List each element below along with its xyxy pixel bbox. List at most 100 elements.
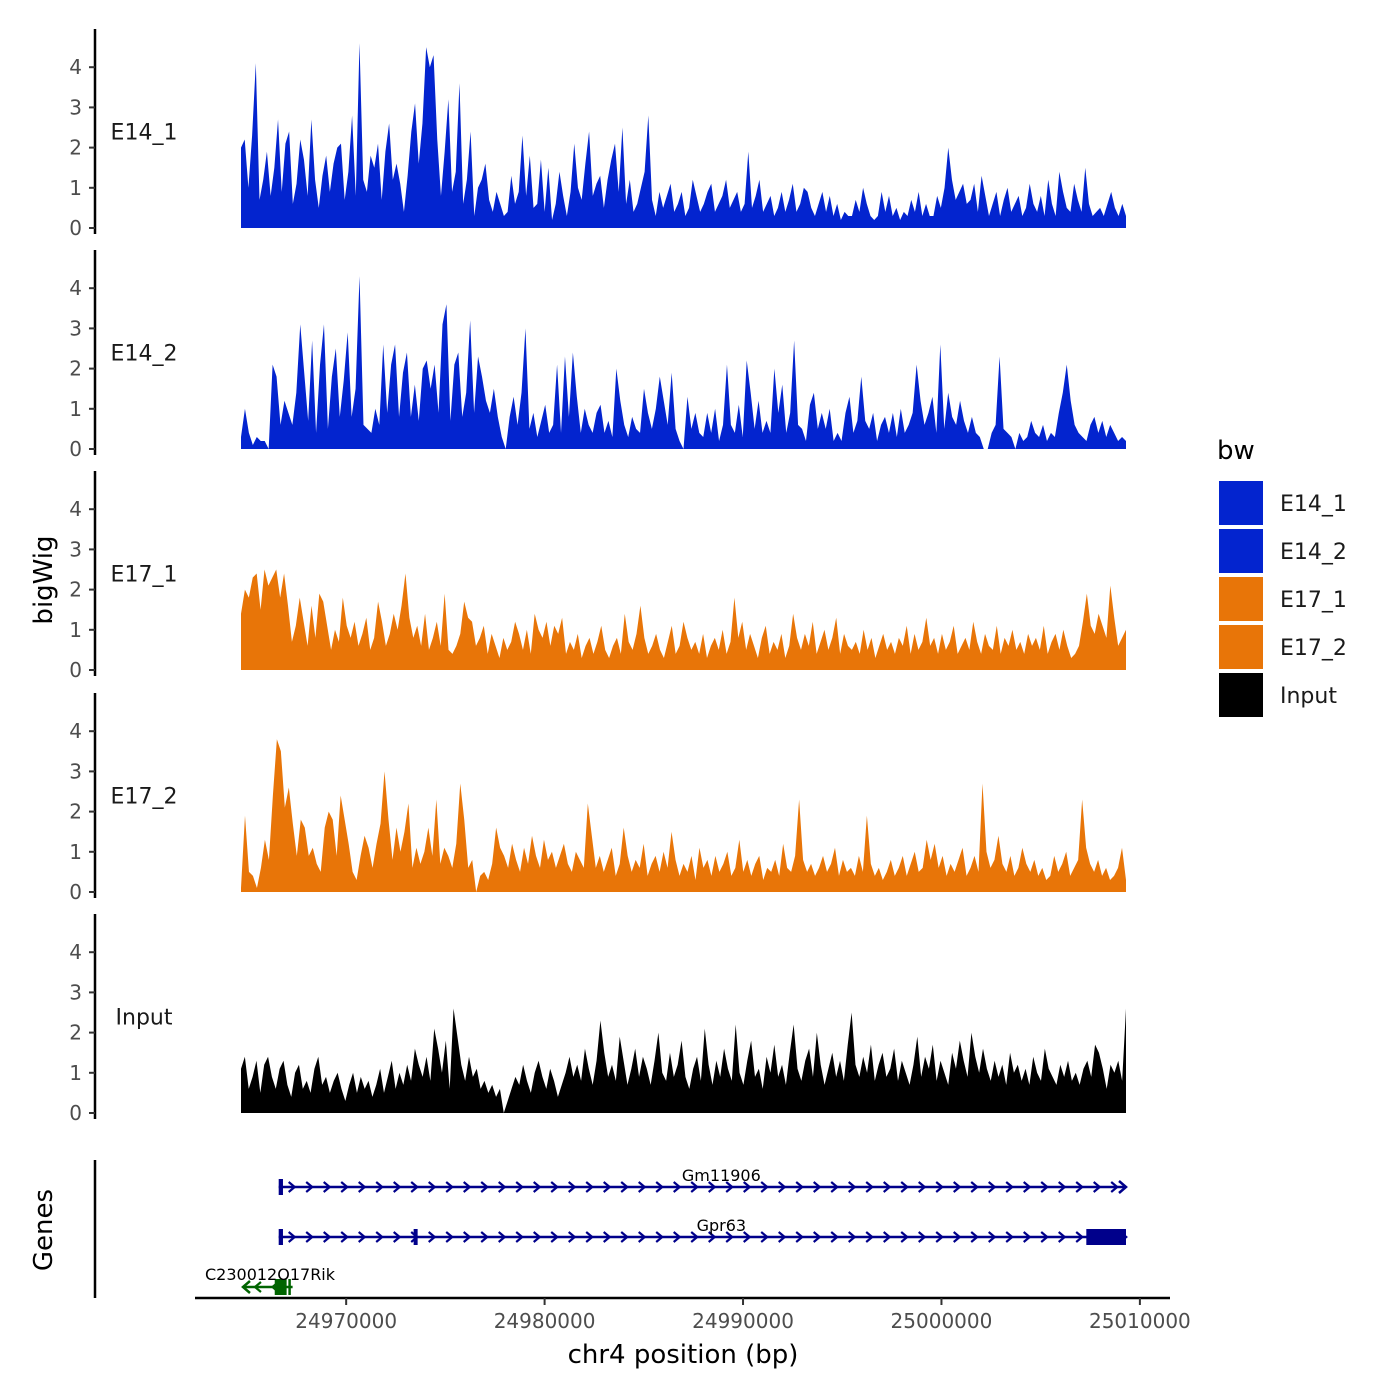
strand-arrow bbox=[935, 1181, 944, 1193]
strand-arrow bbox=[340, 1231, 349, 1243]
y-tick-label: 2 bbox=[69, 1021, 82, 1045]
strand-arrow bbox=[550, 1231, 559, 1243]
strand-arrow bbox=[690, 1231, 699, 1243]
track-label-E14_2: E14_2 bbox=[111, 342, 178, 367]
gene-exon bbox=[274, 1279, 287, 1295]
track-label-E17_1: E17_1 bbox=[111, 563, 178, 588]
gene-label: Gpr63 bbox=[697, 1216, 747, 1235]
strand-arrow bbox=[427, 1231, 437, 1243]
strand-arrow bbox=[515, 1181, 524, 1193]
x-axis-title: chr4 position (bp) bbox=[568, 1340, 799, 1370]
strand-arrow bbox=[1022, 1181, 1032, 1193]
strand-arrow bbox=[1092, 1181, 1102, 1193]
signal-area-E14_2 bbox=[241, 276, 1126, 449]
gene-end-arrow bbox=[241, 1280, 251, 1294]
strand-arrow bbox=[882, 1181, 892, 1193]
gene-end-arrow bbox=[1118, 1180, 1128, 1194]
legend-label: Input bbox=[1280, 684, 1337, 709]
x-axis: 24970000 24980000 24990000 25000000 25010000 bbox=[195, 1296, 1191, 1333]
strand-arrow bbox=[1040, 1181, 1049, 1193]
strand-arrow bbox=[1040, 1231, 1049, 1243]
strand-arrow bbox=[830, 1231, 839, 1243]
legend-item-E17_1: E17_1 bbox=[1217, 575, 1347, 623]
strand-arrow bbox=[445, 1231, 454, 1243]
y-axis-title: bigWig bbox=[29, 535, 59, 624]
genes-panel: Gm11906 Gpr63 C230012O17Rik bbox=[93, 1160, 1128, 1298]
strand-arrow bbox=[707, 1181, 717, 1193]
y-tick-label: 3 bbox=[69, 95, 82, 119]
y-tick-label: 2 bbox=[69, 578, 82, 602]
strand-arrow bbox=[392, 1181, 402, 1193]
x-tick-label: 25000000 bbox=[891, 1309, 993, 1333]
strand-arrow bbox=[742, 1181, 752, 1193]
bigwig-tracks: 0 1 2 3 4 E14_1 0 1 2 3 4 E14_2 0 1 2 3 4 E17_1 0 1 2 3 4 E17_2… bbox=[69, 29, 1126, 1125]
track-E17_2: 0 1 2 3 4 E17_2 bbox=[69, 693, 1126, 904]
signal-area-E17_2 bbox=[241, 739, 1126, 892]
strand-arrow bbox=[515, 1231, 524, 1243]
strand-arrow bbox=[637, 1181, 647, 1193]
gene-exon bbox=[1086, 1229, 1126, 1245]
strand-arrow bbox=[952, 1181, 962, 1193]
legend-item-E14_1: E14_1 bbox=[1217, 479, 1347, 527]
strand-arrow bbox=[655, 1231, 664, 1243]
strand-arrow bbox=[760, 1231, 769, 1243]
y-tick-label: 3 bbox=[69, 316, 82, 340]
gene-exon bbox=[413, 1229, 418, 1245]
strand-arrow bbox=[305, 1181, 314, 1193]
strand-arrow bbox=[585, 1231, 594, 1243]
strand-arrow bbox=[445, 1181, 454, 1193]
strand-arrow bbox=[375, 1231, 384, 1243]
strand-arrow bbox=[655, 1181, 664, 1193]
strand-arrow bbox=[1057, 1181, 1067, 1193]
strand-arrow bbox=[690, 1181, 699, 1193]
strand-arrow bbox=[935, 1231, 944, 1243]
y-tick-label: 1 bbox=[69, 618, 82, 642]
y-tick-label: 0 bbox=[69, 1101, 82, 1125]
strand-arrow bbox=[567, 1231, 577, 1243]
strand-arrow bbox=[987, 1231, 997, 1243]
x-tick-label: 25010000 bbox=[1089, 1309, 1191, 1333]
strand-arrow bbox=[287, 1231, 297, 1243]
strand-arrow bbox=[882, 1231, 892, 1243]
y-tick-label: 1 bbox=[69, 397, 82, 421]
strand-arrow bbox=[672, 1181, 682, 1193]
track-E14_1: 0 1 2 3 4 E14_1 bbox=[69, 29, 1126, 240]
legend-title: bw bbox=[1217, 436, 1255, 466]
legend-item-E17_2: E17_2 bbox=[1217, 623, 1347, 671]
strand-arrow bbox=[987, 1181, 997, 1193]
strand-arrow bbox=[777, 1181, 787, 1193]
legend-swatch bbox=[1217, 479, 1265, 527]
strand-arrow bbox=[322, 1231, 332, 1243]
strand-arrow bbox=[795, 1231, 804, 1243]
legend-swatch bbox=[1217, 671, 1265, 719]
strand-arrow bbox=[322, 1181, 332, 1193]
strand-arrow bbox=[1005, 1231, 1014, 1243]
strand-arrow bbox=[812, 1231, 822, 1243]
y-tick-label: 2 bbox=[69, 357, 82, 381]
strand-arrow bbox=[305, 1231, 314, 1243]
strand-arrow bbox=[253, 1281, 262, 1293]
y-tick-label: 3 bbox=[69, 759, 82, 783]
y-tick-label: 0 bbox=[69, 658, 82, 682]
strand-arrow bbox=[392, 1231, 402, 1243]
legend-swatch bbox=[1217, 623, 1265, 671]
gene-exon bbox=[278, 1229, 283, 1245]
track-label-Input: Input bbox=[116, 1006, 173, 1031]
gene-Gm11906: Gm11906 bbox=[278, 1166, 1128, 1195]
y-tick-label: 0 bbox=[69, 880, 82, 904]
strand-arrow bbox=[847, 1181, 857, 1193]
strand-arrow bbox=[900, 1231, 909, 1243]
legend-label: E14_1 bbox=[1280, 492, 1347, 517]
strand-arrow bbox=[970, 1231, 979, 1243]
strand-arrow bbox=[672, 1231, 682, 1243]
gene-label: Gm11906 bbox=[682, 1166, 761, 1185]
strand-arrow bbox=[480, 1181, 489, 1193]
strand-arrow bbox=[585, 1181, 594, 1193]
gene-Gpr63: Gpr63 bbox=[278, 1216, 1128, 1245]
strand-arrow bbox=[532, 1231, 542, 1243]
strand-arrow bbox=[847, 1231, 857, 1243]
strand-arrow bbox=[340, 1181, 349, 1193]
y-tick-label: 4 bbox=[69, 719, 82, 743]
y-tick-label: 3 bbox=[69, 537, 82, 561]
